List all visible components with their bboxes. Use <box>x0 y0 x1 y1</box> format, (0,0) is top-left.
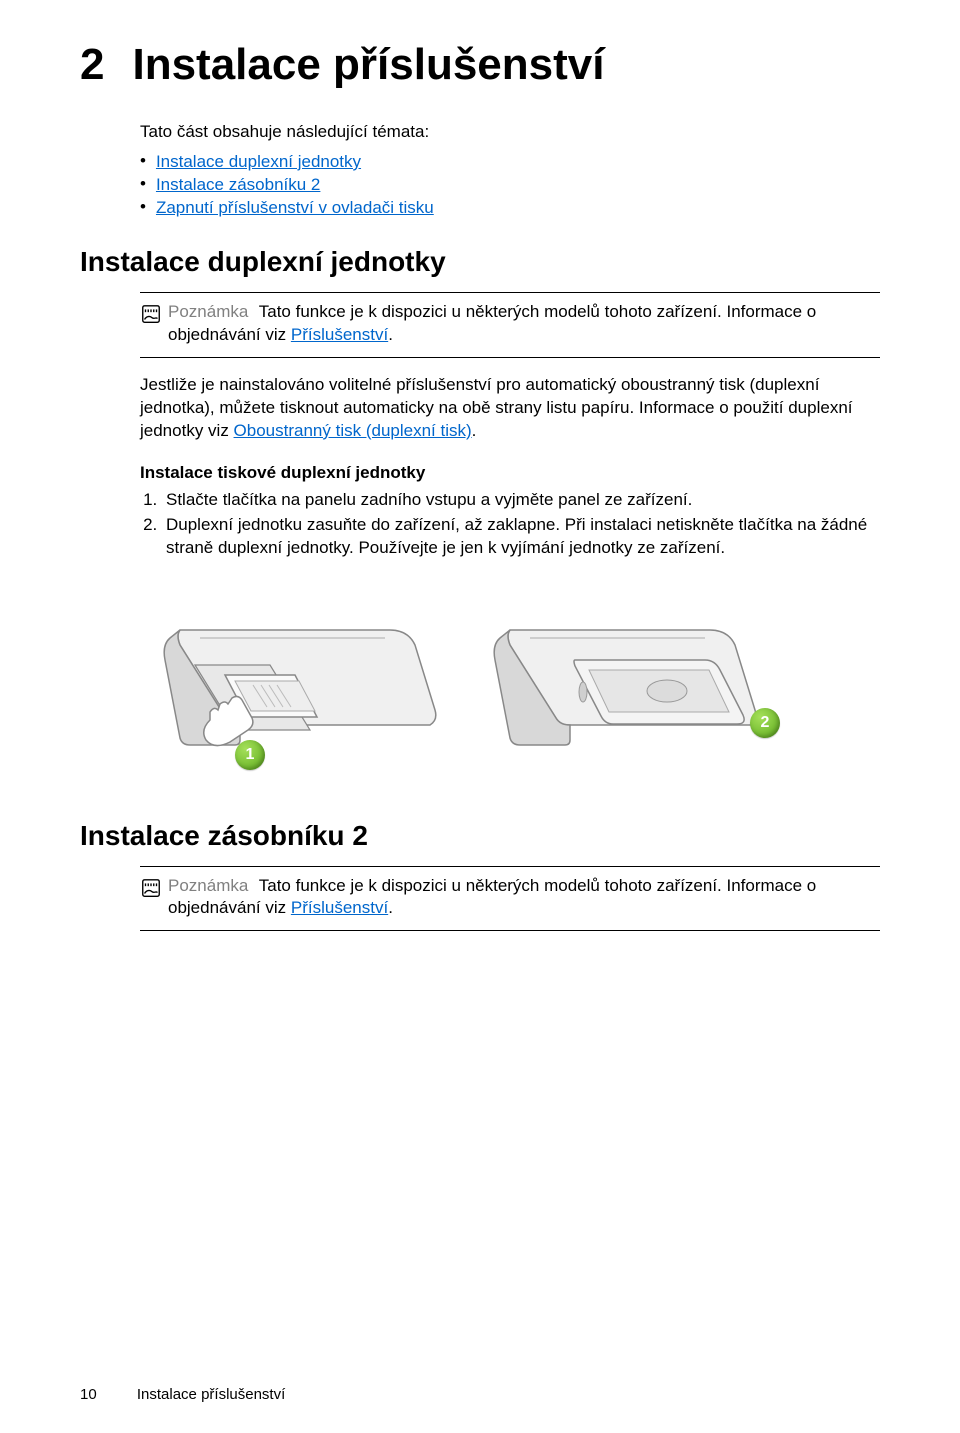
footer-page-number: 10 <box>80 1386 97 1403</box>
topics-list: Instalace duplexní jednotky Instalace zá… <box>140 152 880 218</box>
chapter-title: Instalace příslušenství <box>132 40 604 90</box>
note-block-1: Poznámka Tato funkce je k dispozici u ně… <box>140 292 880 358</box>
note-text-2: Poznámka Tato funkce je k dispozici u ně… <box>168 875 880 921</box>
topic-link-2[interactable]: Instalace zásobníku 2 <box>156 175 320 194</box>
note2-body-post: . <box>388 898 393 917</box>
step-1: Stlačte tlačítka na panelu zadního vstup… <box>162 489 880 512</box>
note2-link[interactable]: Příslušenství <box>291 898 388 917</box>
note2-body-pre: Tato funkce je k dispozici u některých m… <box>168 876 816 918</box>
note-icon <box>140 877 162 899</box>
chapter-number: 2 <box>80 40 104 90</box>
step-2: Duplexní jednotku zasuňte do zařízení, a… <box>162 514 880 560</box>
callout-1: 1 <box>235 740 265 770</box>
para-post: . <box>472 421 477 440</box>
note-label-2: Poznámka <box>168 876 248 895</box>
callout-1-num: 1 <box>246 746 255 764</box>
figure-1: 1 <box>140 590 440 770</box>
callout-2-num: 2 <box>761 714 770 732</box>
figure-row: 1 2 <box>140 590 880 770</box>
intro-text: Tato část obsahuje následující témata: <box>140 122 880 142</box>
note-body-pre: Tato funkce je k dispozici u některých m… <box>168 302 816 344</box>
note-link[interactable]: Příslušenství <box>291 325 388 344</box>
note-icon <box>140 303 162 325</box>
topic-link-1[interactable]: Instalace duplexní jednotky <box>156 152 361 171</box>
note-label: Poznámka <box>168 302 248 321</box>
subheading-install-duplex: Instalace tiskové duplexní jednotky <box>140 463 880 483</box>
note-text-1: Poznámka Tato funkce je k dispozici u ně… <box>168 301 880 347</box>
page-footer: 10 Instalace příslušenství <box>80 1386 285 1403</box>
callout-2: 2 <box>750 708 780 738</box>
section-heading-duplex: Instalace duplexní jednotky <box>80 246 880 278</box>
figure-2: 2 <box>480 590 780 770</box>
note-body-post: . <box>388 325 393 344</box>
chapter-heading: 2 Instalace příslušenství <box>80 40 880 90</box>
note-block-2: Poznámka Tato funkce je k dispozici u ně… <box>140 866 880 932</box>
section-heading-tray2: Instalace zásobníku 2 <box>80 820 880 852</box>
steps-list: Stlačte tlačítka na panelu zadního vstup… <box>162 489 880 560</box>
body-paragraph-1: Jestliže je nainstalováno volitelné přís… <box>140 374 880 443</box>
topic-link-3[interactable]: Zapnutí příslušenství v ovladači tisku <box>156 198 434 217</box>
footer-title: Instalace příslušenství <box>137 1386 285 1403</box>
step-2-text: Duplexní jednotku zasuňte do zařízení, a… <box>166 515 867 557</box>
para-link[interactable]: Oboustranný tisk (duplexní tisk) <box>234 421 472 440</box>
step-1-text: Stlačte tlačítka na panelu zadního vstup… <box>166 490 692 509</box>
